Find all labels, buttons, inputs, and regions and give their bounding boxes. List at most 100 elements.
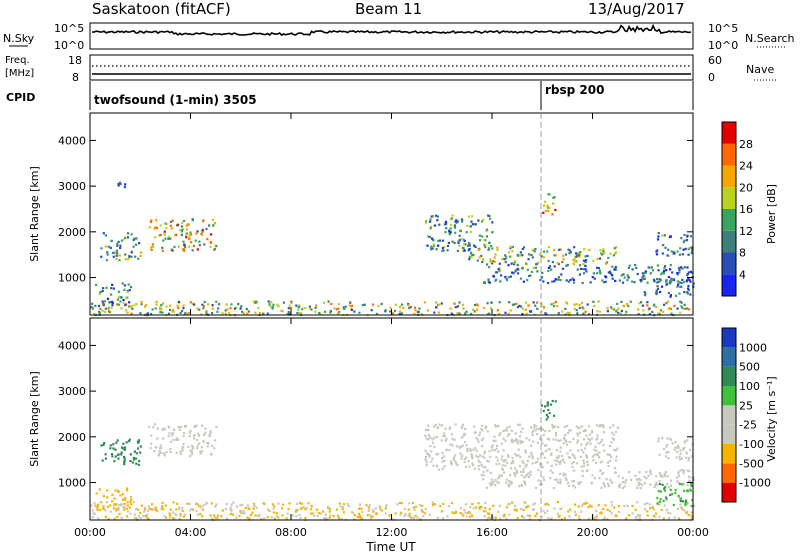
echo-cell <box>478 461 481 464</box>
echo-cell <box>380 302 383 306</box>
echo-cell <box>675 456 678 459</box>
echo-cell <box>559 248 562 251</box>
echo-cell <box>490 478 493 481</box>
echo-cell <box>583 260 587 263</box>
echo-cell <box>475 506 478 509</box>
echo-cell <box>470 455 473 458</box>
echo-cell <box>188 235 191 238</box>
echo-cell <box>124 236 127 239</box>
echo-cell <box>163 233 166 236</box>
echo-cell <box>359 504 362 507</box>
colorbar-segment <box>722 252 736 275</box>
echo-cell <box>458 312 461 315</box>
echo-cell <box>208 224 211 227</box>
echo-cell <box>302 505 305 509</box>
echo-cell <box>206 238 209 241</box>
echo-cell <box>96 508 99 511</box>
echo-cell <box>400 511 403 514</box>
colorbar-tick-label: 4 <box>739 268 746 281</box>
echo-cell <box>587 437 590 440</box>
echo-cell <box>165 516 168 519</box>
echo-cell <box>525 437 528 440</box>
echo-cell <box>487 512 490 515</box>
echo-cell <box>481 455 484 458</box>
echo-cell <box>106 496 109 499</box>
echo-cell <box>556 261 559 265</box>
echo-cell <box>243 512 246 515</box>
echo-cell <box>225 502 228 505</box>
echo-cell <box>257 306 260 310</box>
echo-cell <box>580 301 584 304</box>
colorbar-tick-label: 24 <box>739 160 753 173</box>
echo-cell <box>562 474 565 477</box>
echo-cell <box>455 219 458 222</box>
echo-cell <box>607 465 610 468</box>
echo-cell <box>673 252 676 255</box>
echo-cell <box>674 294 678 297</box>
echo-cell <box>553 265 556 268</box>
echo-cell <box>689 293 692 296</box>
echo-cell <box>124 253 127 256</box>
echo-cell <box>135 462 138 465</box>
echo-cell <box>371 303 375 306</box>
echo-cell <box>224 312 227 315</box>
echo-cell <box>628 471 631 474</box>
echo-cell <box>426 309 429 312</box>
echo-cell <box>563 436 566 439</box>
colorbar-tick-label: 20 <box>739 181 753 194</box>
echo-cell <box>647 474 650 477</box>
echo-cell <box>509 309 512 312</box>
echo-cell <box>409 305 412 309</box>
echo-cell <box>115 503 118 506</box>
echo-cell <box>484 245 487 249</box>
echo-cell <box>188 232 191 235</box>
echo-cell <box>149 447 152 450</box>
echo-cell <box>663 270 666 273</box>
echo-cell <box>235 505 238 508</box>
echo-cell <box>690 514 693 517</box>
echo-cell <box>571 453 574 456</box>
echo-cell <box>510 429 513 432</box>
echo-cell <box>467 510 471 514</box>
echo-cell <box>488 450 491 453</box>
echo-cell <box>124 258 127 261</box>
echo-cell <box>481 424 484 427</box>
echo-cell <box>522 508 525 512</box>
echo-cell <box>584 454 588 457</box>
cpid-strip: CPID twofsound (1-min) 3505 rbsp 200 <box>6 81 694 110</box>
echo-cell <box>498 433 501 437</box>
echo-cell <box>313 514 316 517</box>
echo-cell <box>388 514 391 517</box>
echo-cell <box>564 476 567 479</box>
echo-cell <box>288 502 291 505</box>
echo-cell <box>162 437 165 440</box>
echo-cell <box>534 461 537 464</box>
echo-cell <box>155 303 158 306</box>
echo-cell <box>665 451 668 454</box>
echo-cell <box>485 425 488 428</box>
echo-cell <box>134 517 137 520</box>
echo-cell <box>602 426 605 429</box>
echo-cell <box>106 253 109 256</box>
echo-cell <box>147 505 150 508</box>
echo-cell <box>106 489 109 492</box>
echo-cell <box>189 455 192 458</box>
echo-cell <box>649 483 652 486</box>
echo-cell <box>437 303 440 306</box>
echo-cell <box>375 312 379 315</box>
echo-cell <box>130 305 133 308</box>
echo-cell <box>559 481 562 484</box>
echo-cell <box>499 432 502 435</box>
echo-cell <box>593 477 596 480</box>
echo-cell <box>151 308 154 311</box>
echo-cell <box>330 302 333 306</box>
echo-cell <box>692 282 695 285</box>
echo-cell <box>610 441 613 444</box>
echo-cell <box>514 432 517 435</box>
echo-cell <box>552 486 555 490</box>
echo-cell <box>509 483 512 486</box>
echo-cell <box>492 275 495 278</box>
echo-cell <box>503 471 506 474</box>
echo-cell <box>342 306 345 309</box>
echo-cell <box>277 502 280 505</box>
